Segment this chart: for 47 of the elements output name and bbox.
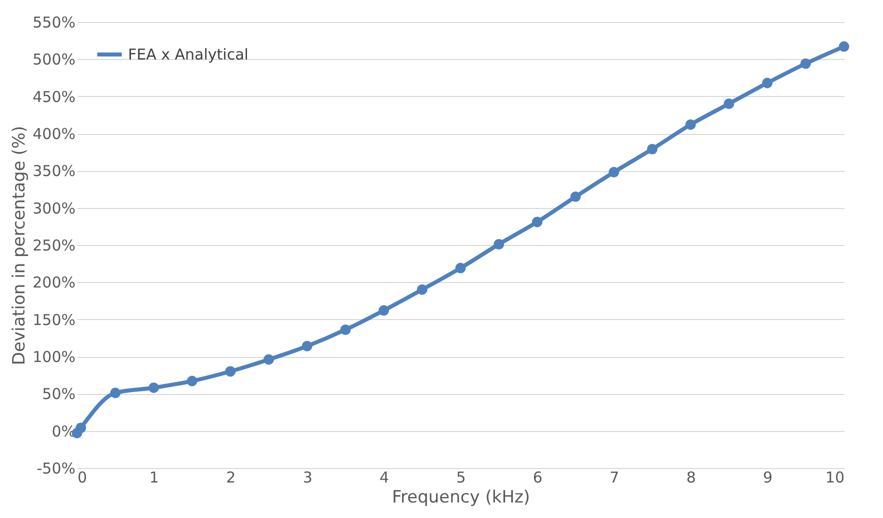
y-tick-label: 100%	[32, 348, 76, 366]
x-tick-label: 8	[686, 468, 696, 486]
point	[378, 305, 390, 316]
point	[570, 191, 581, 202]
y-tick-label: 200%	[32, 274, 76, 292]
point	[762, 78, 773, 88]
y-tick-label: 550%	[32, 14, 76, 32]
y-tick-label: 250%	[32, 236, 76, 254]
x-tick-label: 9	[763, 468, 773, 486]
point	[302, 340, 312, 352]
point	[264, 354, 274, 365]
point	[416, 284, 428, 295]
point	[148, 382, 159, 393]
point	[724, 98, 734, 109]
point	[455, 262, 466, 274]
x-tick-label: 0	[78, 468, 88, 486]
y-tick-label: 350%	[32, 162, 76, 180]
y-tick-label: 300%	[32, 199, 76, 218]
legend-label: FEA x Analytical	[128, 46, 248, 64]
y-tick-label: 150%	[32, 310, 76, 329]
x-tick-label: 6	[532, 468, 542, 486]
x-tick-label: 4	[380, 468, 390, 486]
x-tick-label: 7	[610, 468, 620, 486]
point	[186, 376, 198, 386]
point	[532, 216, 542, 228]
y-axis-title: Deviation in percentage (%)	[10, 126, 30, 366]
point	[494, 239, 504, 250]
y-tick-label: 450%	[32, 88, 76, 106]
point	[838, 41, 850, 52]
x-tick-label: 5	[456, 468, 466, 486]
x-axis-title: Frequency (kHz)	[392, 488, 530, 508]
x-tick-label: 2	[226, 468, 236, 486]
point	[608, 166, 620, 178]
x-tick-label: 10	[825, 468, 844, 486]
point	[225, 366, 236, 377]
point	[800, 58, 811, 69]
point	[340, 324, 351, 335]
point	[76, 422, 86, 434]
point	[647, 144, 658, 154]
point	[685, 119, 696, 130]
x-tick-label: 1	[149, 468, 159, 486]
point	[110, 388, 121, 398]
y-tick-label: 400%	[32, 125, 76, 143]
y-tick-label: 500%	[32, 50, 76, 69]
x-tick-label: 3	[302, 468, 312, 486]
y-tick-label: -50%	[36, 460, 76, 478]
y-tick-label: 50%	[42, 385, 76, 404]
